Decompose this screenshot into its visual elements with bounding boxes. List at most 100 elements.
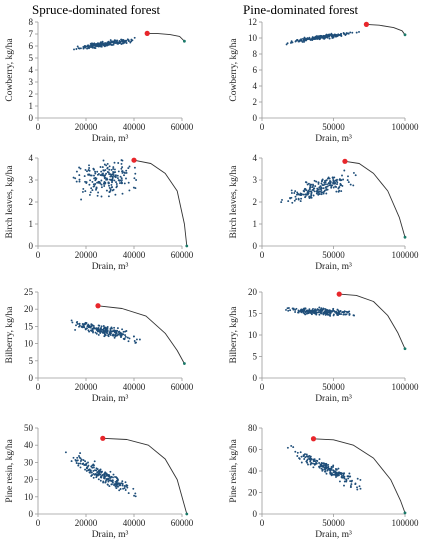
data-point <box>103 185 106 187</box>
data-point <box>304 196 307 199</box>
data-point <box>95 187 98 190</box>
data-point <box>106 483 109 486</box>
data-point <box>304 193 307 196</box>
data-point <box>356 477 359 480</box>
x-axis-label: Drain, m³ <box>92 134 129 144</box>
data-point <box>78 455 80 457</box>
data-point <box>84 46 87 49</box>
data-point <box>120 38 123 41</box>
data-point <box>120 333 123 336</box>
frontier-end-point <box>183 362 186 365</box>
optimum-point <box>363 21 369 27</box>
data-point <box>90 471 93 474</box>
data-point <box>92 324 95 327</box>
data-point <box>124 481 127 484</box>
data-point <box>328 468 331 471</box>
data-point <box>85 182 88 184</box>
data-point <box>104 333 107 336</box>
data-point <box>126 486 129 489</box>
x-tick-label: 50000 <box>322 250 345 260</box>
data-point <box>114 175 117 178</box>
data-point <box>104 471 107 474</box>
data-point <box>330 184 332 187</box>
data-point <box>82 459 85 462</box>
data-point <box>105 474 108 477</box>
data-point <box>326 183 328 186</box>
data-point <box>103 163 106 166</box>
data-point <box>103 473 106 476</box>
data-point <box>317 182 320 185</box>
frontier-curve <box>97 305 185 364</box>
data-point <box>337 467 340 470</box>
y-tick-label: 20 <box>248 287 258 297</box>
data-point <box>110 175 113 178</box>
data-point <box>101 40 104 43</box>
y-tick-label: 2 <box>29 197 34 207</box>
data-point <box>319 310 322 312</box>
data-point <box>80 198 83 201</box>
data-point <box>286 446 289 449</box>
data-point <box>82 187 85 190</box>
data-point <box>350 480 353 483</box>
data-point <box>308 197 311 199</box>
data-point <box>113 171 116 174</box>
data-point <box>281 198 283 201</box>
data-point <box>109 42 112 45</box>
data-point <box>107 478 110 481</box>
data-point <box>332 186 335 189</box>
x-tick-label: 20000 <box>75 518 98 528</box>
y-tick-label: 0 <box>253 373 258 383</box>
data-point <box>109 189 112 192</box>
data-point <box>89 326 92 329</box>
data-point <box>327 463 330 466</box>
data-point <box>343 310 346 313</box>
data-point <box>114 333 117 336</box>
data-point <box>92 472 95 475</box>
x-axis-label: Drain, m³ <box>92 394 129 404</box>
data-point <box>107 181 110 184</box>
data-point <box>110 326 113 329</box>
data-point <box>103 43 106 46</box>
data-point <box>113 483 116 486</box>
x-tick-label: 40000 <box>123 382 146 392</box>
data-point <box>110 168 113 171</box>
data-point <box>102 325 105 327</box>
frontier-curve <box>366 23 406 36</box>
frontier-curve <box>147 32 185 42</box>
data-point <box>313 460 316 463</box>
frontier-end-point <box>403 511 407 515</box>
data-point <box>318 193 321 195</box>
data-point <box>309 183 312 186</box>
data-point <box>95 469 98 472</box>
data-point <box>97 181 100 184</box>
data-point <box>330 473 333 476</box>
y-tick-label: 20 <box>24 475 34 485</box>
data-point <box>92 469 95 472</box>
data-point <box>100 183 103 186</box>
data-point <box>305 460 308 463</box>
chart-spruce-bilberry: 0 5 10 15 20 25 0 20000 40000 60000 Drain, m³ Bilbe… <box>5 287 194 404</box>
data-point <box>332 465 335 468</box>
data-point <box>105 164 108 167</box>
data-point <box>332 314 335 317</box>
data-point <box>85 462 88 465</box>
data-point <box>106 329 109 332</box>
data-point <box>311 186 314 189</box>
data-point <box>99 479 102 482</box>
data-point <box>119 40 122 43</box>
data-point <box>109 476 112 479</box>
data-point <box>318 186 321 189</box>
data-point <box>295 193 298 196</box>
data-point <box>100 170 103 173</box>
data-point <box>326 466 329 469</box>
data-point <box>120 177 123 180</box>
data-point <box>299 200 302 203</box>
data-point <box>110 483 113 486</box>
y-tick-label: 25 <box>24 287 34 297</box>
y-tick-label: 3 <box>253 175 258 185</box>
data-point <box>109 470 112 473</box>
data-point <box>344 313 346 316</box>
data-point <box>122 337 125 340</box>
data-point <box>352 171 355 174</box>
y-tick-label: 2 <box>253 197 258 207</box>
